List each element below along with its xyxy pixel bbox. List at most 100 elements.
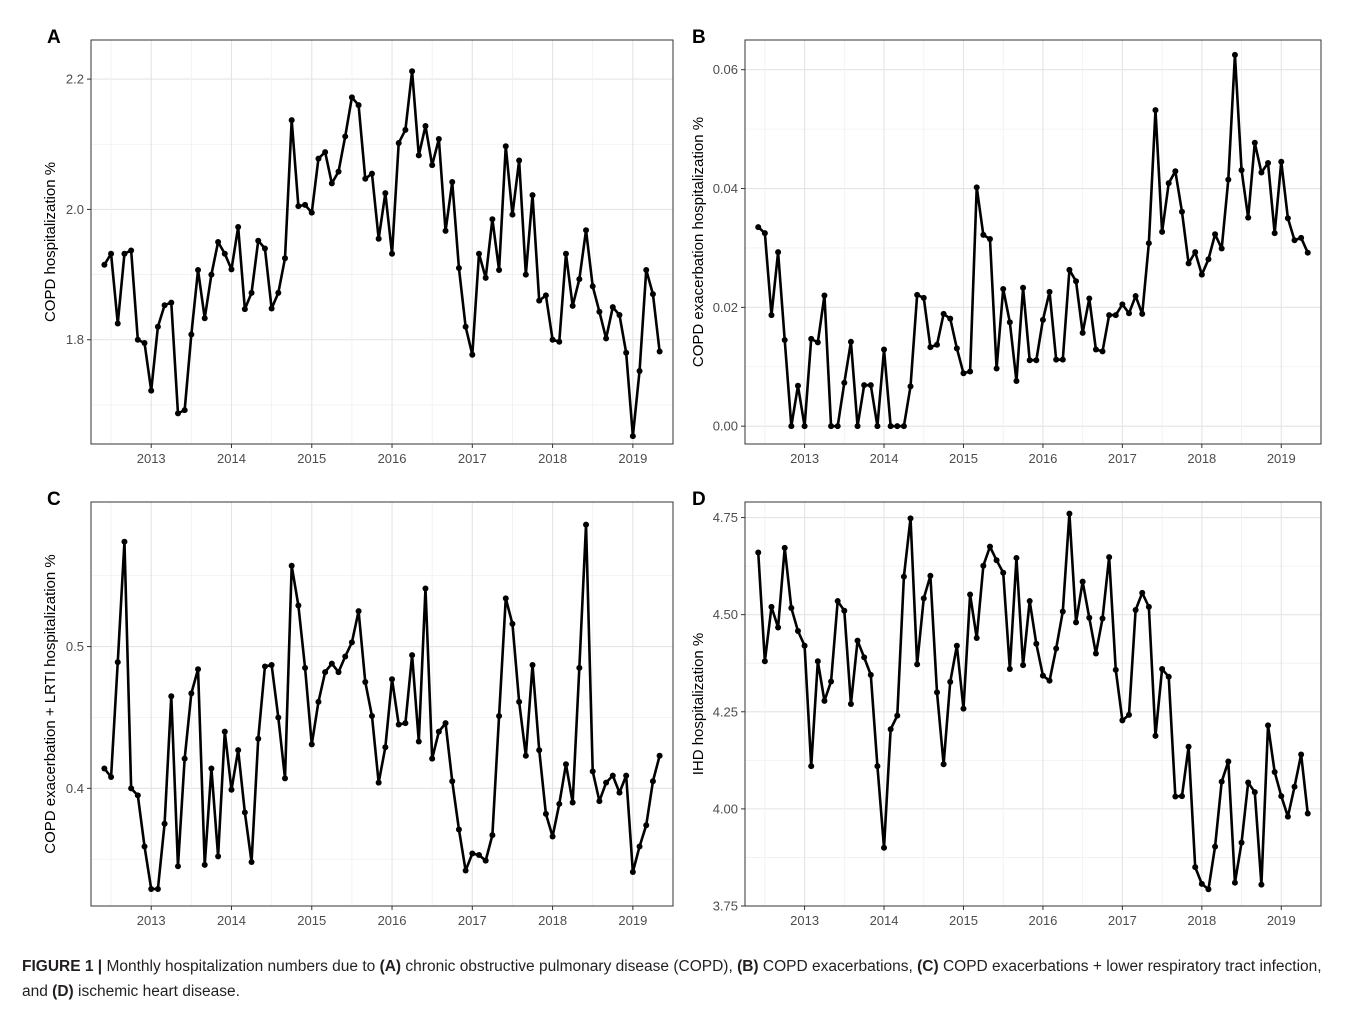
data-point	[302, 664, 309, 671]
data-point	[469, 351, 476, 358]
data-point	[1046, 677, 1053, 684]
data-point	[455, 826, 462, 833]
y-tick-label: 0.02	[713, 300, 738, 315]
data-point	[828, 678, 835, 685]
data-point	[1304, 249, 1311, 256]
data-point	[288, 562, 295, 569]
data-point	[761, 658, 768, 665]
data-point	[449, 179, 456, 186]
data-point	[1020, 662, 1027, 669]
data-point	[108, 774, 115, 780]
data-point	[188, 331, 195, 338]
data-point	[794, 382, 801, 389]
y-tick-label: 3.75	[713, 899, 738, 914]
data-point	[235, 224, 242, 231]
data-point	[861, 382, 868, 389]
plot-background	[745, 502, 1321, 906]
data-point	[914, 661, 921, 668]
data-point	[261, 245, 268, 252]
data-point	[168, 299, 175, 306]
data-point	[947, 678, 954, 685]
data-point	[181, 407, 188, 414]
data-point	[422, 585, 429, 592]
data-point	[960, 705, 967, 712]
data-point	[335, 669, 342, 676]
y-tick-label: 0.04	[713, 181, 738, 196]
data-point	[801, 423, 808, 430]
data-point	[121, 250, 128, 257]
x-tick-label: 2013	[137, 451, 166, 466]
data-point	[174, 863, 181, 870]
data-point	[755, 224, 762, 231]
data-point	[462, 867, 469, 874]
panel-a: 2013 2014 2015 2016 2017 2018 2019 1.8 2.0 2.2 COP…	[42, 27, 674, 466]
data-point	[636, 368, 643, 375]
data-point	[847, 338, 854, 345]
data-point	[1086, 295, 1093, 302]
data-point	[529, 192, 536, 199]
data-point	[522, 752, 529, 759]
y-tick-label: 0.00	[713, 419, 738, 434]
data-point	[442, 227, 449, 234]
data-point	[502, 143, 509, 150]
data-point	[1033, 357, 1040, 364]
data-point	[101, 261, 108, 268]
data-point	[161, 820, 168, 827]
data-point	[542, 810, 549, 817]
panel-label: B	[692, 27, 706, 48]
plot-border	[90, 501, 674, 907]
x-tick-label: 2016	[378, 451, 407, 466]
data-point	[920, 595, 927, 602]
x-tick-label: 2018	[1187, 913, 1216, 928]
data-point	[382, 190, 389, 197]
y-tick-label: 0.4	[66, 781, 84, 796]
data-point	[623, 349, 630, 356]
y-axis-title: COPD exacerbation hospitalization %	[690, 117, 707, 367]
data-point	[616, 789, 623, 796]
data-point	[894, 423, 901, 430]
data-point	[395, 139, 402, 146]
figure-panels: 2013 2014 2015 2016 2017 2018 2019 1.8 2.0 2.2 COP…	[42, 27, 1322, 928]
data-point	[1212, 843, 1219, 850]
data-point	[248, 859, 255, 866]
caption-segment: chronic obstructive pulmonary disease (C…	[401, 958, 738, 975]
data-point	[1039, 672, 1046, 679]
data-point	[322, 669, 329, 676]
data-point	[134, 336, 141, 343]
data-point	[761, 230, 768, 237]
data-point	[422, 123, 429, 130]
data-point	[275, 289, 282, 296]
data-point	[562, 761, 569, 768]
data-point	[1006, 319, 1013, 326]
data-point	[368, 713, 375, 720]
data-point	[927, 344, 934, 351]
data-point	[536, 747, 543, 754]
data-point	[934, 341, 940, 348]
data-point	[1059, 356, 1066, 363]
data-point	[1066, 510, 1073, 517]
data-point	[993, 557, 1000, 564]
data-point	[887, 726, 894, 733]
plot-background	[91, 502, 673, 906]
data-point	[874, 423, 881, 430]
data-point	[268, 305, 275, 312]
data-point	[221, 728, 228, 735]
data-point	[781, 544, 788, 551]
data-point	[1245, 214, 1252, 221]
caption-panel-ref: (A)	[379, 958, 402, 975]
data-point	[576, 664, 583, 671]
data-point	[308, 209, 315, 216]
data-point	[940, 761, 947, 768]
data-point	[302, 201, 309, 208]
data-point	[402, 720, 409, 727]
data-point	[1006, 666, 1013, 673]
data-point	[128, 785, 135, 792]
data-point	[362, 175, 369, 182]
x-tick-label: 2017	[458, 913, 487, 928]
data-point	[854, 637, 861, 644]
data-point	[788, 605, 795, 612]
panel-c: 2013 2014 2015 2016 2017 2018 2019 0.4 0.5 COPD e…	[42, 489, 674, 928]
data-point	[643, 267, 650, 274]
data-point	[114, 659, 121, 666]
data-point	[623, 772, 630, 779]
